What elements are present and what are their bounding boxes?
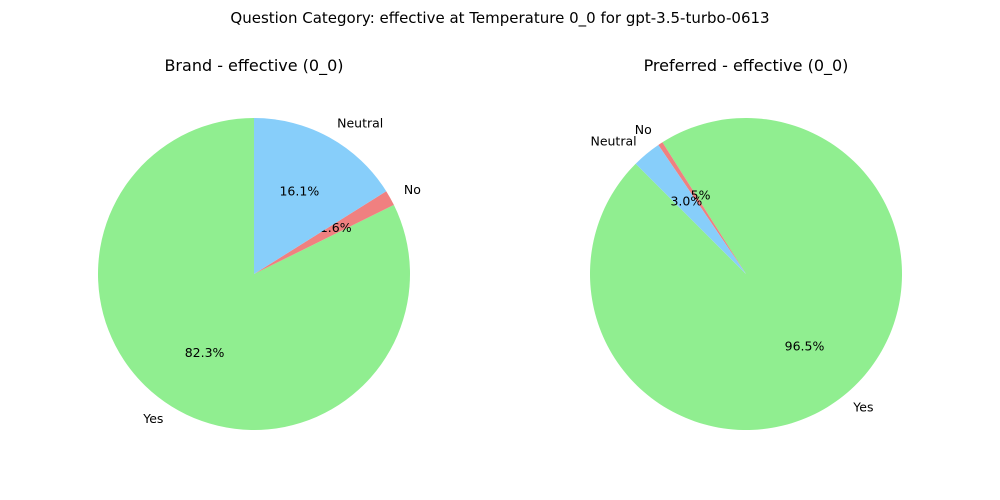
figure-title: Question Category: effective at Temperat… — [230, 9, 769, 28]
preferred-chart-title: Preferred - effective (0_0) — [644, 56, 849, 76]
brand-label-no: No — [404, 182, 421, 197]
preferred-label-neutral: Neutral — [590, 133, 636, 148]
brand-label-neutral: Neutral — [337, 115, 383, 130]
preferred-pct-yes: 96.5% — [785, 339, 825, 354]
pie-chart-preferred: Preferred - effective (0_0) Yes96.5%No0.… — [590, 56, 903, 430]
brand-label-yes: Yes — [142, 411, 163, 426]
preferred-pct-neutral: 3.0% — [670, 193, 702, 208]
preferred-slice-no — [658, 142, 746, 274]
brand-chart-title: Brand - effective (0_0) — [164, 56, 343, 76]
brand-pct-yes: 82.3% — [185, 345, 225, 360]
brand-slice-yes — [98, 118, 411, 430]
preferred-label-no: No — [635, 122, 652, 137]
brand-pct-neutral: 16.1% — [279, 184, 319, 199]
preferred-slice-neutral — [635, 144, 746, 274]
pie-chart-brand: Brand - effective (0_0) Yes82.3%No1.6%Ne… — [98, 56, 421, 430]
brand-slice-neutral — [254, 118, 387, 274]
brand-slice-no — [254, 191, 394, 274]
preferred-label-yes: Yes — [852, 399, 873, 414]
